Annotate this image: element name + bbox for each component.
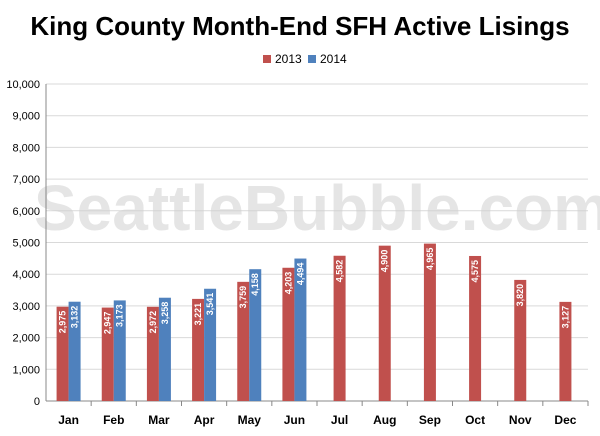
bar-data-label: 2,972 <box>148 311 158 334</box>
bar-data-label: 4,582 <box>335 260 345 283</box>
bar-2014-feb <box>113 300 126 401</box>
bar-2013-jun <box>282 267 295 401</box>
bar-2013-dec <box>559 301 572 401</box>
x-tick-label: Jun <box>284 413 305 427</box>
bar-2013-jul <box>333 255 346 401</box>
x-tick-label: Nov <box>509 413 532 427</box>
x-tick-label: Jul <box>331 413 348 427</box>
bars <box>56 243 572 401</box>
x-tick-label: Jan <box>58 413 79 427</box>
x-tick-label: Sep <box>419 413 441 427</box>
bar-labels: 2,975 3,132 2,947 3,173 2,972 3,258 3,221 3,541… <box>58 248 571 335</box>
bar-2014-apr <box>204 288 217 401</box>
bar-data-label: 3,759 <box>238 286 248 309</box>
bar-2013-aug <box>378 245 391 401</box>
bar-2013-apr <box>192 298 205 401</box>
y-tick-label: 5,000 <box>12 238 40 250</box>
bar-data-label: 4,158 <box>250 273 260 296</box>
bar-2013-may <box>237 281 250 401</box>
x-tick-label: Oct <box>465 413 485 427</box>
x-axis-ticks: Jan Feb Mar Apr May Jun Jul Aug Sep Oct Nov Dec <box>58 401 589 427</box>
legend: 2013 2014 <box>263 52 347 66</box>
y-tick-label: 6,000 <box>12 206 40 218</box>
bar-data-label: 4,203 <box>283 272 293 295</box>
bar-data-label: 3,541 <box>205 293 215 316</box>
bar-data-label: 3,820 <box>515 284 525 307</box>
chart-title: King County Month-End SFH Active Lisings <box>30 11 569 41</box>
x-tick-label: Feb <box>103 413 124 427</box>
bar-data-label: 4,575 <box>470 260 480 283</box>
y-tick-label: 0 <box>34 396 40 408</box>
y-tick-label: 7,000 <box>12 174 40 186</box>
bar-2013-feb <box>101 307 114 401</box>
bar-data-label: 4,494 <box>295 263 305 286</box>
y-tick-label: 8,000 <box>12 142 40 154</box>
bar-2014-may <box>249 269 262 401</box>
y-tick-label: 1,000 <box>12 364 40 376</box>
bar-2013-oct <box>469 255 482 401</box>
gridlines <box>46 83 588 370</box>
y-tick-label: 9,000 <box>12 111 40 123</box>
y-tick-label: 4,000 <box>12 269 40 281</box>
x-tick-label: May <box>238 413 262 427</box>
bar-2014-jun <box>294 258 307 401</box>
bar-data-label: 3,132 <box>70 306 80 329</box>
y-tick-label: 10,000 <box>6 79 40 91</box>
bar-data-label: 2,947 <box>103 312 113 335</box>
bar-data-label: 3,258 <box>160 302 170 325</box>
bar-data-label: 2,975 <box>58 311 68 334</box>
bar-data-label: 3,173 <box>115 304 125 327</box>
bar-2013-mar <box>146 306 159 401</box>
legend-label-2013: 2013 <box>275 52 302 66</box>
bar-2014-mar <box>158 297 171 401</box>
legend-swatch-2013 <box>263 55 271 63</box>
y-axis-ticks: 0 1,000 2,000 3,000 4,000 5,000 6,000 7,000 8,00… <box>6 79 40 408</box>
y-tick-label: 2,000 <box>12 333 40 345</box>
x-tick-label: Mar <box>148 413 170 427</box>
bar-data-label: 4,965 <box>425 248 435 271</box>
bar-2013-nov <box>514 279 527 401</box>
x-tick-label: Apr <box>194 413 215 427</box>
bar-2014-jan <box>68 301 81 401</box>
bar-2013-sep <box>423 243 436 401</box>
legend-label-2014: 2014 <box>320 52 347 66</box>
bar-data-label: 4,900 <box>380 250 390 273</box>
watermark: SeattleBubble.com <box>34 172 600 244</box>
y-tick-label: 3,000 <box>12 301 40 313</box>
bar-data-label: 3,221 <box>193 303 203 326</box>
x-tick-label: Dec <box>554 413 576 427</box>
legend-swatch-2014 <box>308 55 316 63</box>
bar-data-label: 3,127 <box>560 306 570 329</box>
bar-2013-jan <box>56 306 69 401</box>
x-tick-label: Aug <box>373 413 396 427</box>
